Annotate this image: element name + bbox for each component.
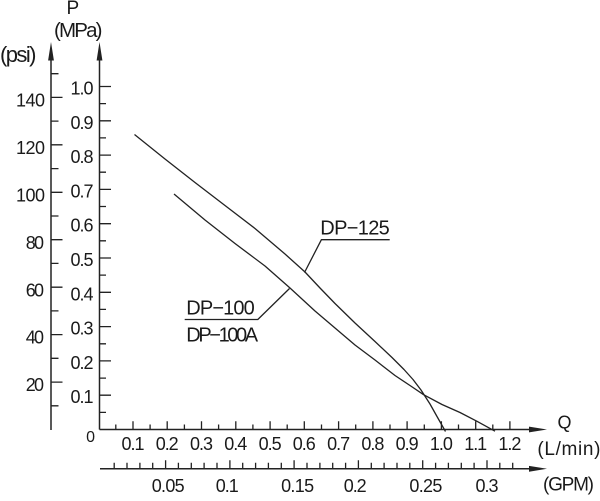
- svg-text:120: 120: [16, 138, 45, 158]
- svg-text:0.05: 0.05: [152, 476, 185, 496]
- svg-text:0.2: 0.2: [344, 476, 367, 496]
- svg-text:0.25: 0.25: [409, 476, 442, 496]
- svg-text:0.2: 0.2: [71, 353, 94, 373]
- svg-text:20: 20: [26, 375, 44, 395]
- svg-text:(GPM): (GPM): [543, 474, 594, 495]
- svg-text:DP−100A: DP−100A: [186, 324, 258, 346]
- svg-text:0.3: 0.3: [71, 319, 94, 339]
- svg-text:Q: Q: [558, 413, 572, 433]
- svg-text:1.0: 1.0: [71, 79, 94, 99]
- svg-text:0.7: 0.7: [71, 181, 94, 201]
- svg-text:DP−100: DP−100: [186, 297, 255, 319]
- svg-text:80: 80: [26, 233, 44, 253]
- svg-text:100: 100: [16, 185, 45, 205]
- svg-text:0.3: 0.3: [190, 434, 213, 454]
- svg-text:0.15: 0.15: [281, 476, 314, 496]
- svg-text:0.5: 0.5: [71, 250, 94, 270]
- svg-text:0.4: 0.4: [224, 434, 247, 454]
- svg-text:0.1: 0.1: [122, 434, 145, 454]
- svg-text:140: 140: [16, 91, 45, 111]
- svg-text:0.8: 0.8: [71, 147, 94, 167]
- svg-text:0.9: 0.9: [396, 434, 419, 454]
- svg-text:0.1: 0.1: [71, 387, 94, 407]
- svg-text:40: 40: [26, 328, 44, 348]
- svg-text:0.5: 0.5: [259, 434, 282, 454]
- svg-text:P: P: [67, 0, 80, 19]
- svg-text:0.2: 0.2: [156, 434, 179, 454]
- svg-text:0.4: 0.4: [71, 284, 94, 304]
- svg-text:0: 0: [86, 429, 95, 446]
- svg-text:DP−125: DP−125: [320, 217, 390, 239]
- svg-text:1.1: 1.1: [464, 434, 487, 454]
- svg-text:0.6: 0.6: [293, 434, 316, 454]
- svg-text:0.9: 0.9: [71, 113, 94, 133]
- svg-text:1.0: 1.0: [430, 434, 453, 454]
- svg-text:(L/min): (L/min): [537, 439, 600, 460]
- svg-text:0.3: 0.3: [476, 476, 499, 496]
- svg-text:0.6: 0.6: [71, 216, 94, 236]
- svg-text:0.7: 0.7: [327, 434, 350, 454]
- svg-text:0.1: 0.1: [216, 476, 239, 496]
- svg-text:0.8: 0.8: [361, 434, 384, 454]
- svg-text:60: 60: [26, 280, 44, 300]
- svg-text:(psi): (psi): [0, 42, 37, 67]
- svg-text:(MPa): (MPa): [54, 19, 103, 42]
- svg-text:1.2: 1.2: [498, 434, 521, 454]
